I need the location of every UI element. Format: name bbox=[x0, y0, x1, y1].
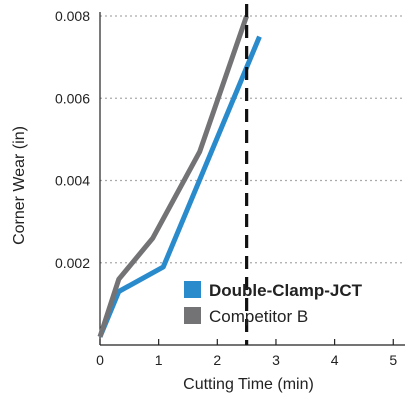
x-tick-label-3: 3 bbox=[272, 352, 280, 368]
legend-swatch-0 bbox=[184, 281, 201, 298]
legend: Double-Clamp-JCT Competitor B bbox=[184, 281, 363, 326]
y-axis-label: Corner Wear (in) bbox=[11, 126, 28, 245]
x-tick-label-5: 5 bbox=[389, 352, 397, 368]
gridlines bbox=[100, 15, 405, 264]
axes bbox=[99, 12, 405, 346]
x-tick-label-0: 0 bbox=[96, 352, 104, 368]
x-tick-label-2: 2 bbox=[213, 352, 221, 368]
y-axis-ticks: 0.002 0.004 0.006 0.008 bbox=[55, 8, 90, 271]
series-lines bbox=[97, 15, 262, 338]
legend-swatch-1 bbox=[184, 307, 201, 324]
series-line-1 bbox=[97, 15, 249, 338]
x-tick-label-1: 1 bbox=[155, 352, 163, 368]
legend-label-0: Double-Clamp-JCT bbox=[209, 281, 363, 300]
x-axis-ticks: 0 1 2 3 4 5 bbox=[96, 339, 397, 368]
y-tick-label-1: 0.004 bbox=[55, 173, 90, 189]
y-tick-label-0: 0.002 bbox=[55, 255, 90, 271]
x-tick-label-4: 4 bbox=[331, 352, 339, 368]
y-tick-label-3: 0.008 bbox=[55, 8, 90, 24]
y-tick-label-2: 0.006 bbox=[55, 90, 90, 106]
x-axis-label: Cutting Time (min) bbox=[183, 376, 314, 393]
legend-label-1: Competitor B bbox=[209, 307, 308, 326]
